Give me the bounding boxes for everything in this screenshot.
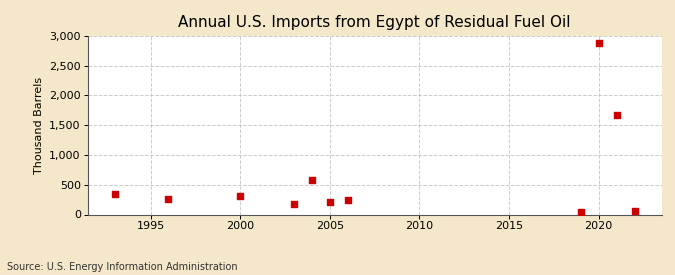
Text: Source: U.S. Energy Information Administration: Source: U.S. Energy Information Administ… [7, 262, 238, 272]
Point [612, 113, 622, 117]
Point [575, 209, 586, 214]
Point [306, 178, 317, 182]
Point [593, 41, 604, 45]
Y-axis label: Thousand Barrels: Thousand Barrels [34, 76, 44, 174]
Point [235, 194, 246, 198]
Point [109, 192, 120, 196]
Point [288, 202, 299, 207]
Point [629, 209, 640, 213]
Title: Annual U.S. Imports from Egypt of Residual Fuel Oil: Annual U.S. Imports from Egypt of Residu… [178, 15, 571, 31]
Point [342, 198, 353, 202]
Point [163, 197, 174, 201]
Point [325, 200, 335, 205]
